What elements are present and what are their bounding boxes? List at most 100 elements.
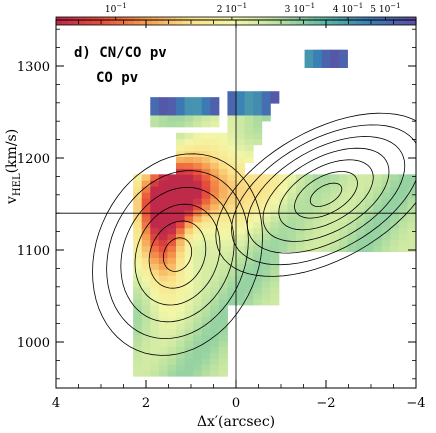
heatmap-cell [141,269,151,276]
heatmap-cell [261,293,271,300]
heatmap-cell [356,186,366,193]
heatmap-cell [287,215,297,223]
heatmap-cell [356,245,366,252]
heatmap-cell [210,221,220,229]
heatmap-cell [261,298,271,306]
heatmap-cell [321,192,331,199]
heatmap-cell [381,245,391,252]
heatmap-cell [253,221,263,229]
heatmap-cell [287,245,297,252]
heatmap-cell [210,346,220,353]
y-axis-label: vHEL(km/s) [4,129,23,205]
heatmap-cell [381,192,391,199]
heatmap-cell [158,192,168,199]
heatmap-cell [261,109,271,116]
heatmap-cell [261,287,271,294]
heatmap-cell [150,310,160,318]
heatmap-cell [244,275,254,282]
heatmap-cell [201,168,211,175]
colorbar-step [176,17,183,25]
heatmap-cell [133,340,143,347]
heatmap-cell [133,304,143,312]
colorbar-step [146,17,153,25]
x-tick-label: −2 [316,396,335,411]
heatmap-cell [218,180,228,187]
colorbar-step [164,17,171,25]
heatmap-cell [261,233,271,241]
heatmap-cell [176,198,186,205]
heatmap-cell [210,174,220,181]
colorbar-step [230,17,237,25]
heatmap-cell [236,263,246,270]
heatmap-cell [218,186,228,193]
heatmap-cell [201,245,211,252]
heatmap-cell [210,275,220,282]
heatmap-cell [313,192,323,199]
heatmap-cell [141,233,151,241]
heatmap-cell [313,204,323,211]
colorbar-step [248,17,255,25]
heatmap-cell [253,287,263,294]
heatmap-cell [184,138,194,146]
heatmap-cell [210,114,220,122]
heatmap-cell [201,358,211,365]
heatmap-cell [193,269,203,276]
heatmap-cell [133,316,143,324]
heatmap-cell [158,245,168,252]
co-contour [106,170,249,340]
heatmap-cell [244,150,254,158]
heatmap-cell [201,263,211,270]
heatmap-cell [201,162,211,169]
heatmap-cell [218,144,228,152]
heatmap-cell [330,227,340,235]
heatmap-cell [176,275,186,282]
heatmap-cell [244,109,254,116]
colorbar-step [236,17,243,25]
heatmap-cell [313,215,323,223]
heatmap-cell [133,293,143,300]
heatmap-cell [167,233,177,241]
heatmap-cell [176,221,186,229]
heatmap-cell [193,192,203,199]
heatmap-cell [313,221,323,229]
heatmap-cell [176,227,186,235]
heatmap-cell [210,269,220,276]
heatmap-cell [227,144,237,152]
heatmap-cell [193,233,203,241]
heatmap-cell [150,239,160,247]
heatmap-cell [287,186,297,193]
heatmap-cell [150,251,160,258]
heatmap-cell [176,340,186,347]
heatmap-cell [227,114,237,122]
heatmap-cell [176,103,186,110]
heatmap-cell [184,257,194,264]
colorbar-step [212,17,219,25]
heatmap-cell [390,186,400,193]
colorbar-step [284,17,291,25]
heatmap-cell [193,144,203,152]
heatmap-cell [236,114,246,122]
heatmap-cell [244,114,254,122]
heatmap-cell [218,334,228,342]
heatmap-cell [201,156,211,163]
heatmap-cell [167,257,177,264]
heatmap-cell [278,239,288,247]
heatmap-cell [381,239,391,247]
heatmap-cell [133,251,143,258]
heatmap-cell [227,120,237,128]
colorbar-step [200,17,207,25]
heatmap-cell [338,198,348,205]
colorbar-step [110,17,117,25]
heatmap-cell [193,304,203,312]
heatmap-cell [373,233,383,241]
heatmap-cell [184,293,194,300]
heatmap-cell [133,364,143,371]
heatmap-cell [330,49,340,57]
co-contour [215,112,416,277]
heatmap-cell [261,251,271,258]
heatmap-cell [261,174,271,181]
heatmap-cell [236,174,246,181]
heatmap-cell [218,245,228,252]
y-tick-label: 1300 [17,60,50,75]
heatmap-cell [158,180,168,187]
